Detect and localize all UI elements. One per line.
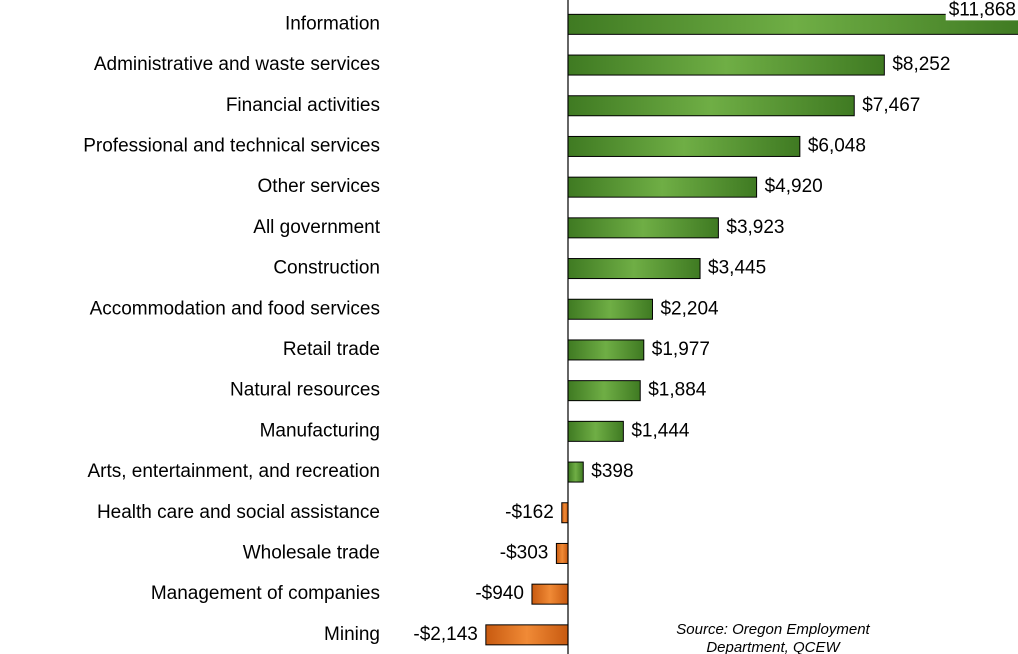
bar <box>567 461 584 483</box>
bar <box>567 95 855 117</box>
category-label: Health care and social assistance <box>97 502 380 523</box>
source-note: Source: Oregon Employment <box>676 621 870 638</box>
category-label: Arts, entertainment, and recreation <box>87 461 380 482</box>
bar <box>567 380 641 402</box>
category-label: All government <box>253 217 380 238</box>
bar <box>567 420 624 442</box>
bar <box>567 176 758 198</box>
value-label: $8,252 <box>892 54 950 75</box>
category-label: Manufacturing <box>260 420 380 441</box>
category-label: Information <box>285 13 380 34</box>
value-label: $2,204 <box>660 298 719 319</box>
value-label: -$303 <box>500 542 549 563</box>
value-label: $6,048 <box>808 135 866 156</box>
bar <box>567 54 885 76</box>
value-label: $1,977 <box>652 339 710 360</box>
bar <box>567 135 801 157</box>
bar <box>567 298 653 320</box>
value-label: $3,923 <box>726 217 784 238</box>
bar <box>531 583 569 605</box>
value-label: $3,445 <box>708 258 766 279</box>
category-label: Retail trade <box>283 339 380 360</box>
bar <box>561 502 569 524</box>
value-label: $398 <box>591 461 633 482</box>
bar <box>555 542 569 564</box>
value-label: $1,444 <box>631 420 690 441</box>
category-label: Professional and technical services <box>83 135 380 156</box>
category-label: Financial activities <box>226 95 380 116</box>
category-label: Mining <box>324 624 380 645</box>
category-label: Other services <box>258 176 380 197</box>
bar <box>485 624 569 646</box>
value-label: -$2,143 <box>413 624 477 645</box>
value-label: -$162 <box>505 502 554 523</box>
category-label: Accommodation and food services <box>90 298 380 319</box>
source-note: Department, QCEW <box>706 639 841 654</box>
value-label: $7,467 <box>862 95 920 116</box>
bar <box>567 217 719 239</box>
bar <box>567 339 645 361</box>
value-label: $1,884 <box>648 380 707 401</box>
value-label: -$940 <box>475 583 524 604</box>
value-label: $11,868 <box>949 0 1016 20</box>
category-label: Natural resources <box>230 380 380 401</box>
category-label: Management of companies <box>151 583 380 604</box>
value-label: $4,920 <box>765 176 823 197</box>
bar <box>567 258 701 280</box>
category-label: Wholesale trade <box>243 542 380 563</box>
category-label: Administrative and waste services <box>94 54 380 75</box>
label-background <box>945 0 1018 21</box>
category-label: Construction <box>273 258 380 279</box>
